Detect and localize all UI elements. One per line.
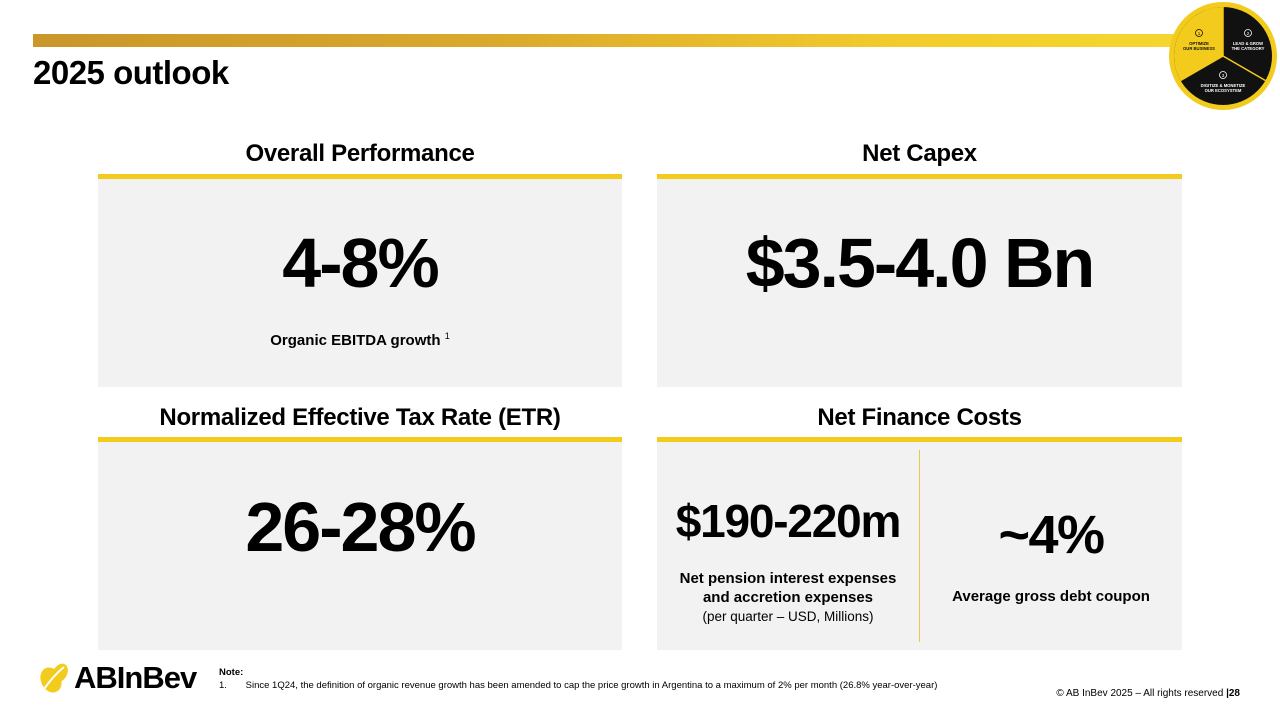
pension-interest-caption-line1: Net pension interest expenses: [679, 570, 897, 587]
etr-value: 26-28%: [245, 488, 476, 566]
net-capex-panel: $3.5-4.0 Bn: [657, 179, 1182, 387]
net-finance-costs-rule: [657, 437, 1182, 442]
overall-performance-rule: [98, 174, 622, 179]
badge-label-3b: OUR ECOSYSTEM: [1205, 88, 1242, 93]
badge-label-1b: OUR BUSINESS: [1183, 46, 1215, 51]
pension-interest-block: $190-220m Net pension interest expenses …: [657, 442, 919, 650]
badge-label-2a: LEAD & GROW: [1233, 41, 1263, 46]
net-capex-title: Net Capex: [862, 140, 977, 167]
badge-label-3a: DIGITIZE & MONETIZE: [1201, 83, 1246, 88]
pension-interest-value: $190-220m: [675, 495, 902, 547]
badge-segment-1: 1 OPTIMIZE OUR BUSINESS: [1183, 29, 1215, 51]
page-number: 28: [1228, 688, 1240, 699]
debt-coupon-value: ~4%: [998, 505, 1105, 565]
debt-coupon-block: ~4% Average gross debt coupon: [920, 442, 1182, 650]
etr-title: Normalized Effective Tax Rate (ETR): [159, 404, 561, 431]
overall-performance-title: Overall Performance: [245, 140, 475, 167]
footer-copyright: © AB InBev 2025 – All rights reserved |2…: [1056, 688, 1240, 699]
net-finance-costs-title: Net Finance Costs: [817, 404, 1022, 431]
debt-coupon-caption: Average gross debt coupon: [952, 588, 1150, 605]
pension-interest-subcaption: (per quarter – USD, Millions): [702, 609, 874, 624]
page-title: 2025 outlook: [33, 54, 229, 91]
organic-ebitda-growth-value: 4-8%: [282, 224, 439, 302]
organic-ebitda-growth-label: Organic EBITDA growth: [270, 332, 441, 349]
net-finance-costs-panel: $190-220m Net pension interest expenses …: [657, 442, 1182, 650]
pension-interest-caption-line2: and accretion expenses: [702, 589, 874, 606]
footnote-ref: 1: [444, 331, 450, 341]
badge-segment-3: 3 DIGITIZE & MONETIZE OUR ECOSYSTEM: [1201, 71, 1246, 93]
etr-panel: 26-28%: [98, 442, 622, 650]
note-heading: Note:: [219, 667, 244, 678]
net-capex-value: $3.5-4.0 Bn: [745, 224, 1096, 302]
badge-number-3: 3: [1222, 73, 1225, 78]
badge-label-1a: OPTIMIZE: [1189, 41, 1209, 46]
net-capex-rule: [657, 174, 1182, 179]
footnote: Note: 1. Since 1Q24, the definition of o…: [219, 666, 937, 692]
pension-interest-caption: Net pension interest expenses and accret…: [657, 569, 919, 626]
badge-label-2b: THE CATEGORY: [1232, 46, 1265, 51]
abinbev-logo-text: ABInBev: [74, 660, 197, 695]
overall-performance-panel: 4-8% Organic EBITDA growth 1: [98, 179, 622, 387]
note-number: 1.: [219, 680, 227, 691]
abinbev-logo: ABInBev: [38, 660, 197, 696]
badge-segment-2: 2 LEAD & GROW THE CATEGORY: [1232, 29, 1265, 51]
note-line: 1. Since 1Q24, the definition of organic…: [219, 679, 937, 692]
badge-number-2: 2: [1247, 31, 1250, 36]
etr-rule: [98, 437, 622, 442]
finance-divider: [919, 450, 920, 642]
badge-number-1: 1: [1198, 31, 1201, 36]
top-accent-bar: [33, 34, 1195, 47]
strategy-wheel-badge: 1 OPTIMIZE OUR BUSINESS 2 LEAD & GROW TH…: [1169, 2, 1277, 110]
copyright-text: © AB InBev 2025 – All rights reserved: [1056, 688, 1224, 699]
organic-ebitda-growth-caption: Organic EBITDA growth 1: [98, 327, 622, 350]
note-text: Since 1Q24, the definition of organic re…: [245, 680, 938, 691]
abinbev-logo-icon: [40, 663, 68, 693]
